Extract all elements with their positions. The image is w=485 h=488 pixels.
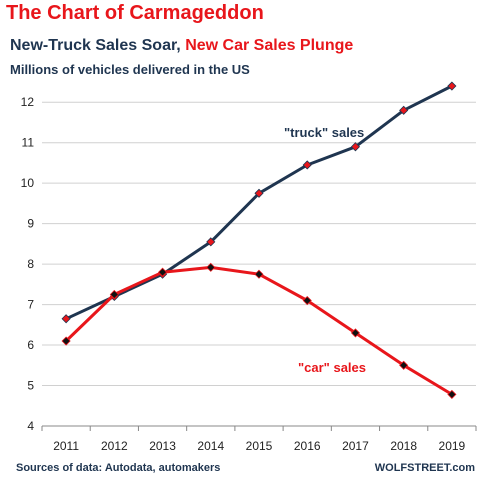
car-data-point [399, 360, 409, 370]
x-tick-label: 2019 [439, 439, 466, 453]
car-data-point [109, 289, 119, 300]
brand-label: WOLFSTREET.com [374, 462, 475, 474]
y-tick-label: 8 [27, 257, 34, 271]
truck-data-point [302, 160, 312, 170]
truck-sales-label: "truck" sales [284, 125, 364, 140]
x-tick-label: 2015 [246, 439, 273, 453]
truck-data-point [350, 142, 361, 152]
car-data-point [302, 295, 312, 306]
x-tick-label: 2016 [294, 439, 321, 453]
subtitle-truck-part: New-Truck Sales Soar, [10, 37, 186, 54]
y-tick-label: 4 [27, 419, 34, 433]
y-tick-label: 5 [27, 379, 34, 393]
x-tick-label: 2018 [390, 439, 417, 453]
chart-units-label: Millions of vehicles delivered in the US [10, 62, 250, 77]
car-data-point [206, 262, 216, 272]
truck-data-point [254, 188, 264, 198]
car-data-point [254, 269, 264, 279]
x-tick-label: 2014 [197, 439, 224, 453]
car-sales-label: "car" sales [298, 360, 366, 375]
y-tick-label: 12 [21, 95, 35, 109]
y-tick-label: 7 [27, 298, 34, 312]
y-tick-label: 6 [27, 338, 34, 352]
x-tick-label: 2012 [101, 439, 128, 453]
y-tick-label: 10 [21, 176, 35, 190]
truck-data-point [206, 237, 216, 247]
source-note: Sources of data: Autodata, automakers [16, 462, 221, 474]
y-tick-label: 9 [27, 217, 34, 231]
car-sales-line [65, 265, 453, 396]
y-tick-label: 11 [22, 136, 35, 150]
car-data-point [61, 336, 71, 346]
car-data-point [447, 389, 457, 399]
truck-data-point [447, 81, 457, 91]
chart-subtitle: New-Truck Sales Soar, New Car Sales Plun… [10, 37, 353, 55]
subtitle-car-part: New Car Sales Plunge [185, 37, 354, 54]
truck-data-point [61, 314, 71, 324]
x-tick-label: 2017 [342, 439, 369, 453]
car-data-point [350, 328, 361, 338]
truck-sales-line [65, 84, 453, 321]
chart-title: The Chart of Carmageddon [6, 2, 264, 24]
x-tick-label: 2013 [149, 439, 176, 453]
x-tick-label: 2011 [53, 439, 79, 453]
car-data-point [157, 267, 168, 277]
truck-data-point [399, 105, 409, 115]
